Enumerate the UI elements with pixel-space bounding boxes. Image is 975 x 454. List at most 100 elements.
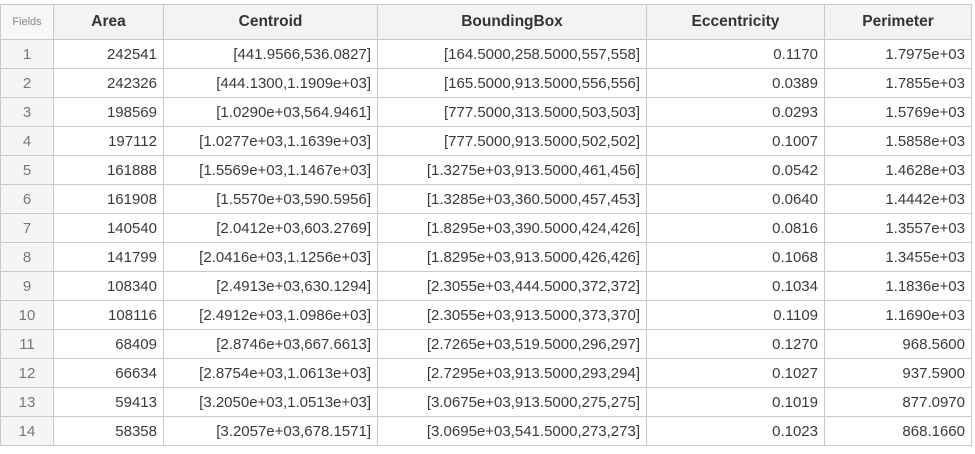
row-index-cell[interactable]: 14 — [0, 416, 54, 446]
centroid-cell[interactable]: [1.5570e+03,590.5956] — [163, 184, 378, 214]
eccentricity-cell[interactable]: 0.1027 — [646, 358, 825, 388]
boundingbox-cell[interactable]: [164.5000,258.5000,557,558] — [377, 39, 647, 69]
perimeter-cell[interactable]: 1.4442e+03 — [824, 184, 972, 214]
centroid-cell[interactable]: [2.8746e+03,667.6613] — [163, 329, 378, 359]
perimeter-cell[interactable]: 1.3455e+03 — [824, 242, 972, 272]
eccentricity-cell[interactable]: 0.1170 — [646, 39, 825, 69]
area-cell[interactable]: 141799 — [53, 242, 164, 272]
area-cell[interactable]: 198569 — [53, 97, 164, 127]
row-index-cell[interactable]: 10 — [0, 300, 54, 330]
row-index-cell[interactable]: 3 — [0, 97, 54, 127]
table-body: 1 242541 [441.9566,536.0827] [164.5000,258.… — [0, 39, 972, 446]
row-index-cell[interactable]: 6 — [0, 184, 54, 214]
area-cell[interactable]: 68409 — [53, 329, 164, 359]
perimeter-cell[interactable]: 1.1690e+03 — [824, 300, 972, 330]
column-header-perimeter[interactable]: Perimeter — [824, 4, 972, 40]
fields-corner-header[interactable]: Fields — [0, 4, 54, 40]
boundingbox-cell[interactable]: [3.0695e+03,541.5000,273,273] — [377, 416, 647, 446]
row-index-cell[interactable]: 1 — [0, 39, 54, 69]
centroid-cell[interactable]: [3.2057e+03,678.1571] — [163, 416, 378, 446]
table-row: 5 161888 [1.5569e+03,1.1467e+03] [1.3275e+0… — [0, 155, 972, 185]
boundingbox-cell[interactable]: [777.5000,313.5000,503,503] — [377, 97, 647, 127]
perimeter-cell[interactable]: 937.5900 — [824, 358, 972, 388]
eccentricity-cell[interactable]: 0.0293 — [646, 97, 825, 127]
boundingbox-cell[interactable]: [1.3285e+03,360.5000,457,453] — [377, 184, 647, 214]
eccentricity-cell[interactable]: 0.1068 — [646, 242, 825, 272]
boundingbox-cell[interactable]: [2.3055e+03,444.5000,372,372] — [377, 271, 647, 301]
perimeter-cell[interactable]: 1.4628e+03 — [824, 155, 972, 185]
table-row: 6 161908 [1.5570e+03,590.5956] [1.3285e+03,… — [0, 184, 972, 214]
column-header-eccentricity[interactable]: Eccentricity — [646, 4, 825, 40]
boundingbox-cell[interactable]: [2.7265e+03,519.5000,296,297] — [377, 329, 647, 359]
area-cell[interactable]: 58358 — [53, 416, 164, 446]
boundingbox-cell[interactable]: [165.5000,913.5000,556,556] — [377, 68, 647, 98]
perimeter-cell[interactable]: 968.5600 — [824, 329, 972, 359]
eccentricity-cell[interactable]: 0.1034 — [646, 271, 825, 301]
data-table: Fields Area Centroid BoundingBox Eccentr… — [0, 4, 972, 446]
row-index-cell[interactable]: 4 — [0, 126, 54, 156]
boundingbox-cell[interactable]: [777.5000,913.5000,502,502] — [377, 126, 647, 156]
table-row: 1 242541 [441.9566,536.0827] [164.5000,258.… — [0, 39, 972, 69]
area-cell[interactable]: 161888 — [53, 155, 164, 185]
boundingbox-cell[interactable]: [1.8295e+03,913.5000,426,426] — [377, 242, 647, 272]
header-row: Fields Area Centroid BoundingBox Eccentr… — [0, 4, 972, 40]
area-cell[interactable]: 242541 — [53, 39, 164, 69]
perimeter-cell[interactable]: 1.3557e+03 — [824, 213, 972, 243]
boundingbox-cell[interactable]: [3.0675e+03,913.5000,275,275] — [377, 387, 647, 417]
area-cell[interactable]: 108116 — [53, 300, 164, 330]
column-header-boundingbox[interactable]: BoundingBox — [377, 4, 647, 40]
area-cell[interactable]: 242326 — [53, 68, 164, 98]
centroid-cell[interactable]: [441.9566,536.0827] — [163, 39, 378, 69]
eccentricity-cell[interactable]: 0.0816 — [646, 213, 825, 243]
perimeter-cell[interactable]: 1.7975e+03 — [824, 39, 972, 69]
centroid-cell[interactable]: [3.2050e+03,1.0513e+03] — [163, 387, 378, 417]
table-row: 4 197112 [1.0277e+03,1.1639e+03] [777.5000,… — [0, 126, 972, 156]
eccentricity-cell[interactable]: 0.1270 — [646, 329, 825, 359]
row-index-cell[interactable]: 11 — [0, 329, 54, 359]
centroid-cell[interactable]: [2.4912e+03,1.0986e+03] — [163, 300, 378, 330]
perimeter-cell[interactable]: 1.1836e+03 — [824, 271, 972, 301]
perimeter-cell[interactable]: 868.1660 — [824, 416, 972, 446]
centroid-cell[interactable]: [2.8754e+03,1.0613e+03] — [163, 358, 378, 388]
column-header-area[interactable]: Area — [53, 4, 164, 40]
centroid-cell[interactable]: [2.0412e+03,603.2769] — [163, 213, 378, 243]
row-index-cell[interactable]: 7 — [0, 213, 54, 243]
row-index-cell[interactable]: 12 — [0, 358, 54, 388]
eccentricity-cell[interactable]: 0.1023 — [646, 416, 825, 446]
area-cell[interactable]: 66634 — [53, 358, 164, 388]
perimeter-cell[interactable]: 1.5769e+03 — [824, 97, 972, 127]
boundingbox-cell[interactable]: [2.3055e+03,913.5000,373,370] — [377, 300, 647, 330]
area-cell[interactable]: 108340 — [53, 271, 164, 301]
row-index-cell[interactable]: 8 — [0, 242, 54, 272]
centroid-cell[interactable]: [1.5569e+03,1.1467e+03] — [163, 155, 378, 185]
row-index-cell[interactable]: 2 — [0, 68, 54, 98]
perimeter-cell[interactable]: 877.0970 — [824, 387, 972, 417]
centroid-cell[interactable]: [2.4913e+03,630.1294] — [163, 271, 378, 301]
table-row: 9 108340 [2.4913e+03,630.1294] [2.3055e+03,… — [0, 271, 972, 301]
centroid-cell[interactable]: [1.0277e+03,1.1639e+03] — [163, 126, 378, 156]
area-cell[interactable]: 161908 — [53, 184, 164, 214]
boundingbox-cell[interactable]: [2.7295e+03,913.5000,293,294] — [377, 358, 647, 388]
area-cell[interactable]: 140540 — [53, 213, 164, 243]
eccentricity-cell[interactable]: 0.1019 — [646, 387, 825, 417]
boundingbox-cell[interactable]: [1.8295e+03,390.5000,424,426] — [377, 213, 647, 243]
row-index-cell[interactable]: 13 — [0, 387, 54, 417]
column-header-centroid[interactable]: Centroid — [163, 4, 378, 40]
table-header: Fields Area Centroid BoundingBox Eccentr… — [0, 4, 972, 40]
row-index-cell[interactable]: 5 — [0, 155, 54, 185]
row-index-cell[interactable]: 9 — [0, 271, 54, 301]
table-row: 10 108116 [2.4912e+03,1.0986e+03] [2.3055e+… — [0, 300, 972, 330]
perimeter-cell[interactable]: 1.7855e+03 — [824, 68, 972, 98]
perimeter-cell[interactable]: 1.5858e+03 — [824, 126, 972, 156]
eccentricity-cell[interactable]: 0.0389 — [646, 68, 825, 98]
eccentricity-cell[interactable]: 0.0542 — [646, 155, 825, 185]
area-cell[interactable]: 197112 — [53, 126, 164, 156]
centroid-cell[interactable]: [2.0416e+03,1.1256e+03] — [163, 242, 378, 272]
centroid-cell[interactable]: [1.0290e+03,564.9461] — [163, 97, 378, 127]
eccentricity-cell[interactable]: 0.1007 — [646, 126, 825, 156]
eccentricity-cell[interactable]: 0.1109 — [646, 300, 825, 330]
eccentricity-cell[interactable]: 0.0640 — [646, 184, 825, 214]
boundingbox-cell[interactable]: [1.3275e+03,913.5000,461,456] — [377, 155, 647, 185]
centroid-cell[interactable]: [444.1300,1.1909e+03] — [163, 68, 378, 98]
area-cell[interactable]: 59413 — [53, 387, 164, 417]
